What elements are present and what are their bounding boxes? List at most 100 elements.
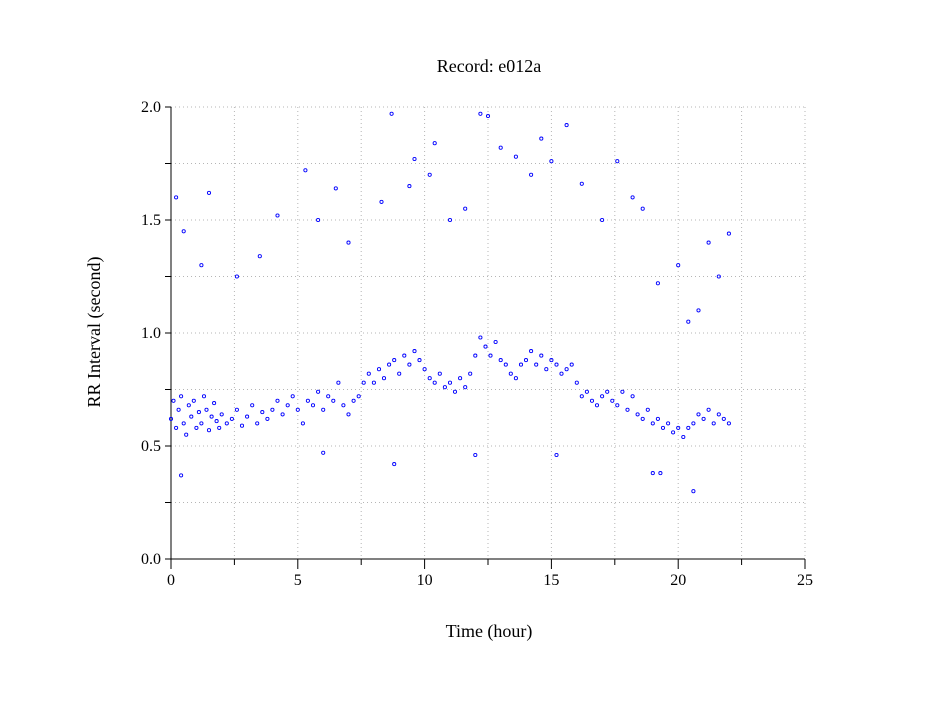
data-point [513, 376, 518, 381]
data-point [179, 473, 184, 478]
data-point [397, 371, 402, 376]
data-point [217, 425, 222, 430]
data-point [371, 380, 376, 385]
data-point [589, 398, 595, 403]
x-tick-label: 20 [670, 572, 686, 589]
data-point [650, 471, 655, 476]
data-point [437, 371, 442, 376]
data-point [544, 367, 549, 372]
data-point [321, 407, 326, 412]
data-point [427, 172, 432, 177]
data-point [584, 389, 589, 394]
data-point [549, 358, 554, 363]
data-point [658, 471, 663, 476]
data-point [630, 394, 635, 399]
data-point [376, 367, 382, 372]
data-point [427, 376, 432, 381]
data-point [392, 462, 397, 467]
x-tick-label: 15 [543, 572, 559, 589]
data-point [529, 172, 534, 177]
data-point [316, 217, 321, 223]
data-point [204, 407, 209, 412]
data-point [316, 389, 321, 394]
data-point [635, 412, 640, 417]
data-point [630, 195, 635, 200]
data-point [620, 389, 625, 394]
data-point [513, 154, 518, 159]
data-point [280, 412, 285, 417]
data-point [468, 371, 473, 376]
data-point [422, 367, 427, 372]
data-point [412, 156, 417, 162]
data-point [412, 349, 417, 354]
data-point [594, 403, 600, 408]
data-point [346, 240, 351, 245]
data-point [206, 428, 212, 433]
data-point [706, 240, 711, 245]
data-point [554, 362, 559, 367]
data-point [716, 412, 721, 417]
data-point [310, 403, 316, 408]
data-point [706, 407, 711, 412]
data-point [174, 425, 179, 430]
data-point [245, 414, 250, 419]
data-point [610, 398, 615, 403]
data-point [503, 362, 508, 367]
x-tick-label: 25 [797, 572, 813, 589]
data-point [186, 403, 191, 408]
data-point [473, 452, 478, 458]
data-point [209, 414, 214, 419]
data-point [168, 416, 174, 421]
data-point [625, 407, 630, 412]
data-point [239, 423, 245, 428]
data-point [290, 394, 295, 399]
data-point [569, 362, 574, 367]
data-point [523, 358, 529, 363]
data-point [498, 358, 503, 363]
y-tick-label: 0.5 [141, 438, 161, 455]
data-point [463, 206, 468, 211]
data-point [686, 319, 691, 324]
axes-layer [165, 106, 806, 569]
data-point [214, 419, 219, 424]
data-point [224, 421, 229, 426]
x-tick-label: 5 [294, 572, 302, 589]
data-point [447, 217, 453, 223]
labels-layer: 0 5 10 15 20 25 0.0 0.5 1.0 1.5 2.0 [141, 99, 813, 589]
data-point [579, 394, 584, 399]
data-point [275, 213, 280, 218]
data-point [191, 398, 196, 403]
data-point [176, 407, 181, 412]
data-point [336, 380, 341, 385]
data-point [442, 385, 447, 390]
data-point [554, 452, 559, 458]
data-point [194, 425, 199, 430]
data-point [402, 353, 407, 358]
data-point [473, 353, 478, 358]
data-point [212, 401, 217, 406]
data-point [660, 425, 666, 430]
data-point [432, 380, 437, 385]
y-axis-title: RR Interval (second) [84, 257, 105, 408]
data-point [650, 421, 655, 426]
data-point [356, 394, 361, 399]
data-point [676, 263, 681, 268]
data-point [250, 403, 255, 408]
chart-title: Record: e012a [437, 56, 541, 76]
data-point [321, 450, 326, 455]
data-point [686, 425, 691, 430]
data-point [196, 410, 201, 415]
data-point [691, 421, 696, 426]
data-point [716, 274, 721, 279]
data-point [351, 398, 356, 403]
data-point [696, 308, 701, 313]
data-point [666, 421, 671, 426]
x-tick-label: 10 [417, 572, 433, 589]
data-point [432, 141, 437, 146]
data-point [640, 206, 645, 211]
data-point [407, 362, 412, 367]
y-tick-label: 2.0 [141, 99, 161, 116]
data-point [488, 353, 493, 358]
data-point [366, 371, 371, 376]
